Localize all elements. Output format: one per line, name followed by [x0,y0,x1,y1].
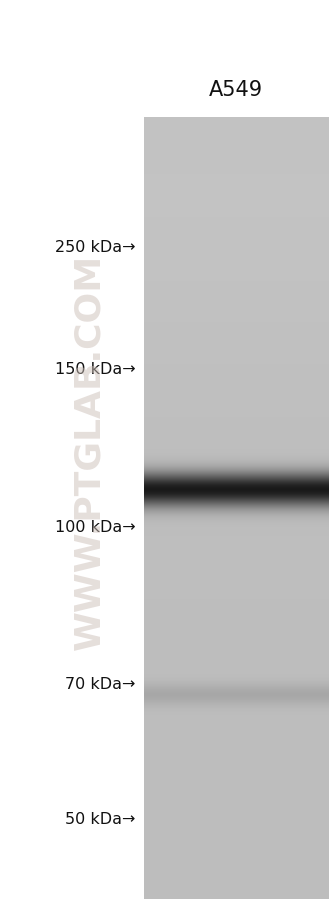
Text: 150 kDa→: 150 kDa→ [55,362,136,377]
Text: 70 kDa→: 70 kDa→ [65,676,136,692]
Text: A549: A549 [209,80,263,100]
Text: 50 kDa→: 50 kDa→ [65,812,136,826]
Text: 250 kDa→: 250 kDa→ [55,240,136,255]
Text: WWW.PTGLAB.COM: WWW.PTGLAB.COM [72,253,106,649]
Text: 100 kDa→: 100 kDa→ [55,520,136,535]
